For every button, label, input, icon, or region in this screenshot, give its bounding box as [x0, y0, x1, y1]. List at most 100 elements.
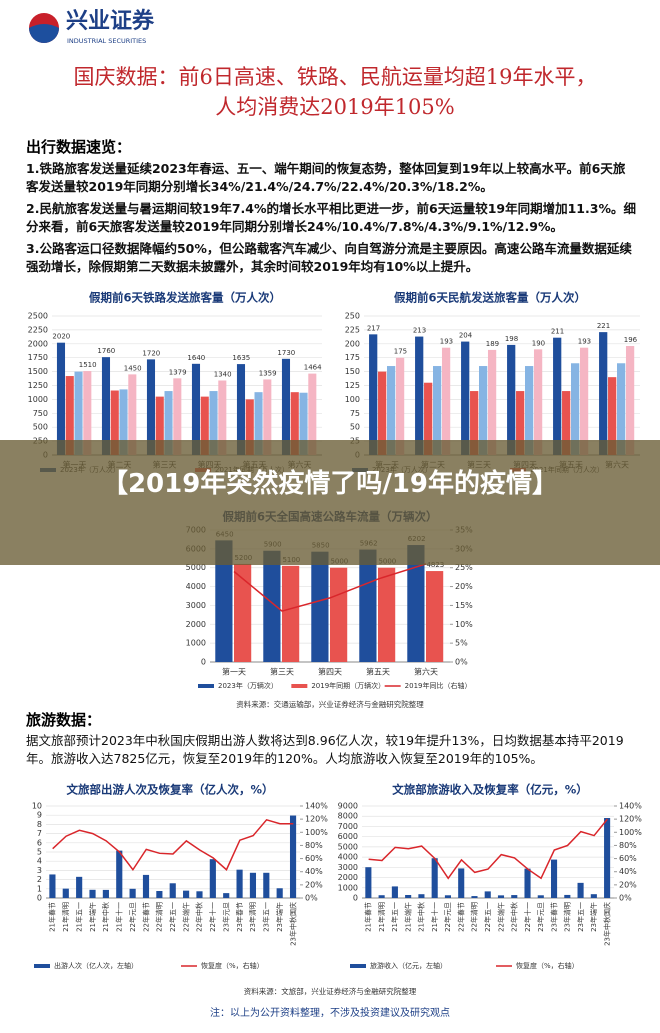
banner: 【2019年突然疫情了吗/19年的疫情】	[0, 440, 660, 565]
bar	[378, 371, 387, 455]
x-tick-label: 22年五一	[168, 902, 177, 932]
bar	[497, 895, 505, 898]
y-tick-label: 4000	[186, 582, 206, 591]
bar	[431, 858, 438, 898]
bar-label: 1510	[79, 361, 97, 369]
bar	[553, 337, 562, 455]
bar	[415, 336, 424, 455]
bar	[155, 396, 164, 455]
y-tick-label: 125	[345, 381, 360, 390]
bar-label: 1379	[169, 368, 187, 376]
bar	[183, 890, 190, 898]
x-tick-label: 21年端午	[88, 902, 97, 932]
bar	[470, 391, 479, 455]
y-tick-label: 200	[345, 339, 360, 348]
footnote: 注：以上为公开资料整理，不涉及投资建议及研究观点	[210, 1006, 450, 1019]
y-tick-label: 6	[37, 838, 42, 847]
y-tick-label: 3000	[186, 601, 206, 610]
bar	[290, 392, 299, 455]
bar	[579, 347, 589, 455]
bar	[418, 894, 425, 898]
y-tick-label: 1	[37, 884, 42, 893]
x-tick-label: 21年十一	[430, 902, 439, 932]
y-tick-label: 9	[37, 811, 42, 820]
bar	[110, 390, 119, 455]
bar	[263, 379, 272, 455]
section-heading: 旅游数据：	[26, 711, 102, 729]
y2-tick-label: 0%	[305, 894, 318, 903]
bar	[426, 571, 444, 662]
bar	[128, 374, 137, 455]
bar-label: 1359	[259, 369, 277, 377]
bar	[236, 869, 243, 898]
x-tick-label: 23年元旦	[536, 902, 545, 932]
x-tick-label: 22年中秋	[195, 902, 204, 932]
x-tick-label: 23年春节	[235, 902, 244, 932]
bar-label: 1340	[214, 370, 232, 378]
legend-label: 2019年同期（万辆次）	[311, 681, 385, 690]
y-tick-label: 100	[345, 395, 360, 404]
bar	[562, 391, 571, 455]
y2-tick-label: 40%	[619, 867, 637, 876]
x-tick-label: 23年春节	[549, 902, 558, 932]
bar	[245, 399, 254, 455]
x-tick-label: 21年五一	[390, 902, 399, 932]
bar	[249, 872, 257, 898]
y-tick-label: 225	[345, 325, 360, 334]
x-tick-label: 22年春节	[456, 902, 465, 932]
bar	[391, 886, 398, 898]
bar	[234, 563, 252, 662]
x-tick-label: 23年中秋国庆	[288, 902, 297, 946]
bar-label: 221	[597, 322, 610, 330]
bar	[369, 334, 378, 455]
chart-title: 文旅部出游人次及恢复率（亿人次，%）	[66, 783, 273, 797]
x-tick-label: 22年十一	[523, 902, 532, 932]
x-tick-label: 23年端午	[589, 902, 598, 932]
y-tick-label: 500	[33, 423, 48, 432]
y2-tick-label: 0%	[455, 658, 468, 667]
bar	[146, 359, 156, 455]
bar	[209, 391, 218, 455]
x-tick-label: 22年十一	[208, 902, 217, 932]
bar	[156, 891, 163, 898]
y2-tick-label: 40%	[305, 867, 323, 876]
x-tick-label: 22年中秋	[510, 902, 519, 932]
paragraph: 据文旅部预计2023年中秋国庆假期出游人数将达到8.96亿人次，较19年提升13…	[26, 733, 624, 766]
y-tick-label: 10	[32, 802, 42, 811]
bar	[551, 859, 558, 898]
y-tick-label: 75	[350, 409, 360, 418]
bar	[524, 868, 531, 898]
bar	[62, 888, 69, 898]
legend-marker	[291, 684, 308, 688]
x-tick-label: 23年中秋国庆	[602, 902, 611, 946]
bar-label: 1760	[97, 347, 115, 355]
bar	[487, 349, 497, 455]
bar-label: 217	[367, 324, 380, 332]
paragraph: 3.公路客运口径数据降幅约50%，但公路载客汽车减少、向自驾游分流是主要原因。高…	[26, 241, 632, 274]
legend-marker	[198, 684, 214, 688]
bar	[169, 883, 176, 898]
bar-label: 175	[394, 348, 407, 356]
x-tick-label: 23年五一	[262, 902, 271, 932]
bar	[101, 357, 111, 455]
x-tick-label: 21年中秋	[417, 902, 426, 932]
bar	[263, 872, 270, 898]
bar	[516, 391, 525, 455]
legend-marker	[350, 964, 366, 968]
x-tick-label: 22年清明	[155, 902, 164, 932]
x-tick-label: 21年清明	[61, 902, 70, 932]
y2-tick-label: 20%	[619, 880, 637, 889]
x-tick-label: 21年十一	[115, 902, 124, 932]
bar-label: 1720	[142, 349, 160, 357]
bar-label: 4823	[426, 561, 444, 569]
bar	[129, 888, 136, 898]
x-tick-label: 22年春节	[141, 902, 150, 932]
bar	[254, 392, 263, 455]
bar	[577, 882, 584, 898]
bar	[599, 332, 608, 455]
x-tick-label: 21年春节	[48, 902, 57, 932]
y-tick-label: 4000	[338, 853, 358, 862]
y-tick-label: 1750	[28, 353, 48, 362]
y2-tick-label: 60%	[305, 854, 323, 863]
y2-tick-label: 80%	[619, 841, 637, 850]
